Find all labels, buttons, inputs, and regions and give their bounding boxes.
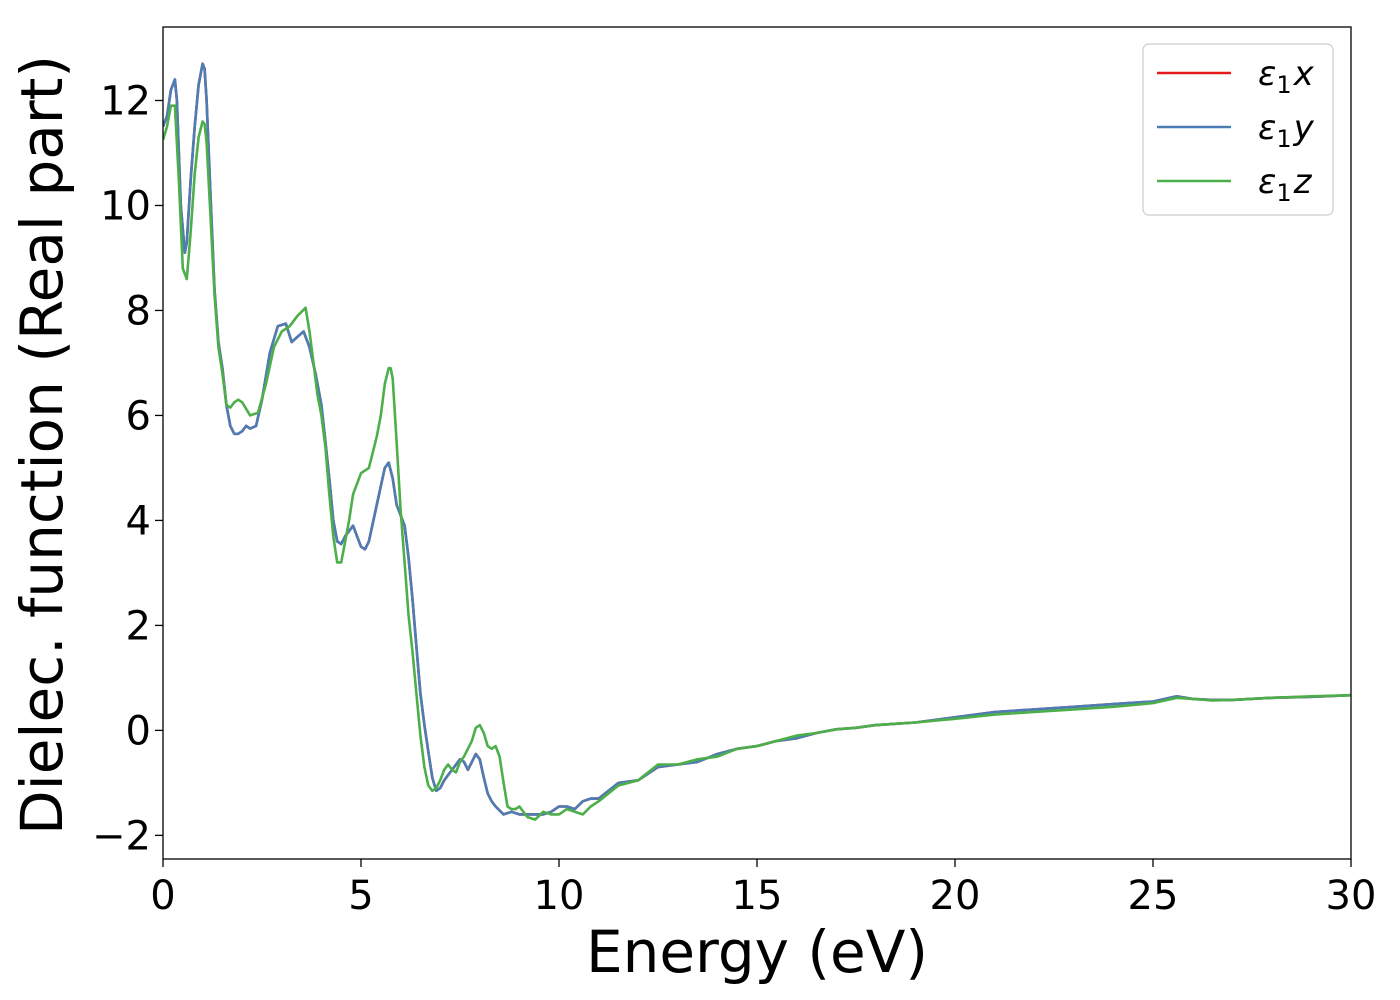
series-line-z <box>163 104 1351 821</box>
series-lines <box>163 62 1351 821</box>
x-tick-label: 15 <box>732 873 783 919</box>
y-tick-label: 12 <box>100 78 151 124</box>
x-axis-label: Energy (eV) <box>586 918 928 986</box>
legend-box <box>1142 43 1334 216</box>
y-tick-label: 10 <box>100 183 151 229</box>
x-tick-label: 10 <box>534 873 585 919</box>
y-tick-label: 0 <box>126 708 151 754</box>
y-axis: −2 0 2 4 6 8 10 12 <box>92 78 163 859</box>
legend-label-x: ε1x <box>1258 54 1315 99</box>
y-tick-label: −2 <box>92 813 151 859</box>
x-tick-label: 0 <box>150 873 175 919</box>
legend-label-z: ε1z <box>1258 162 1313 207</box>
y-tick-label: 6 <box>126 393 151 439</box>
legend-label-y: ε1y <box>1258 108 1315 153</box>
x-tick-label: 25 <box>1128 873 1179 919</box>
x-tick-label: 5 <box>348 873 373 919</box>
y-axis-label: Dielec. function (Real part) <box>8 55 76 835</box>
x-axis: 0 5 10 15 20 25 30 <box>150 859 1376 919</box>
legend: ε1x ε1y ε1z <box>1142 43 1334 216</box>
y-tick-label: 8 <box>126 288 151 334</box>
y-tick-label: 2 <box>126 603 151 649</box>
x-tick-label: 30 <box>1326 873 1377 919</box>
y-tick-label: 4 <box>126 498 151 544</box>
x-tick-label: 20 <box>930 873 981 919</box>
